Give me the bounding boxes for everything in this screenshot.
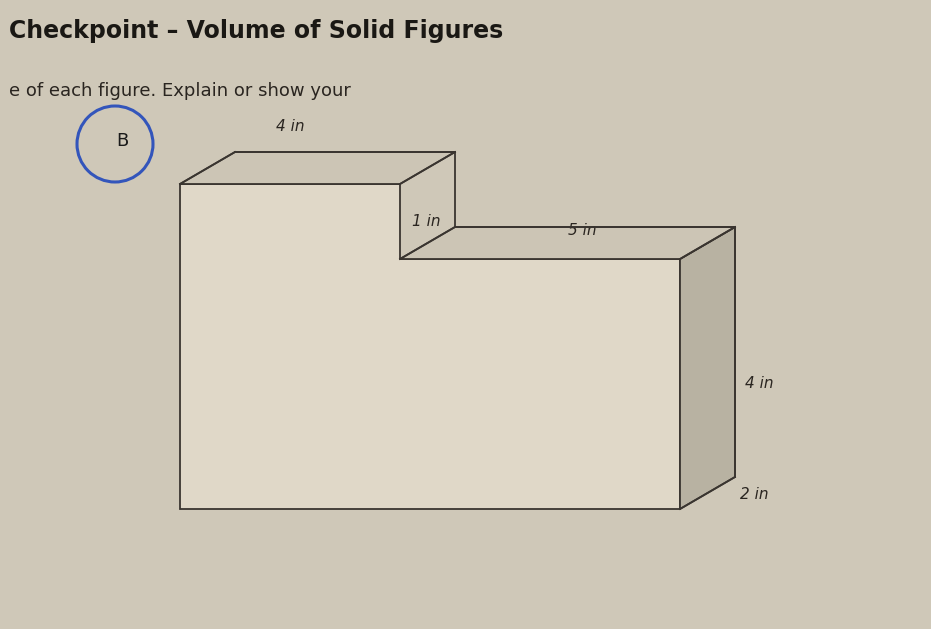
Text: 4 in: 4 in: [745, 377, 774, 391]
Text: 5 in: 5 in: [568, 223, 596, 238]
Text: 2 in: 2 in: [740, 487, 768, 502]
Polygon shape: [180, 184, 680, 509]
Polygon shape: [680, 227, 735, 509]
Text: Checkpoint – Volume of Solid Figures: Checkpoint – Volume of Solid Figures: [9, 19, 504, 43]
Text: 1 in: 1 in: [412, 214, 440, 229]
Text: 4 in: 4 in: [276, 119, 304, 134]
Polygon shape: [400, 227, 735, 259]
Polygon shape: [180, 152, 455, 184]
Text: e of each figure. Explain or show your: e of each figure. Explain or show your: [9, 82, 351, 100]
Text: B: B: [115, 132, 128, 150]
